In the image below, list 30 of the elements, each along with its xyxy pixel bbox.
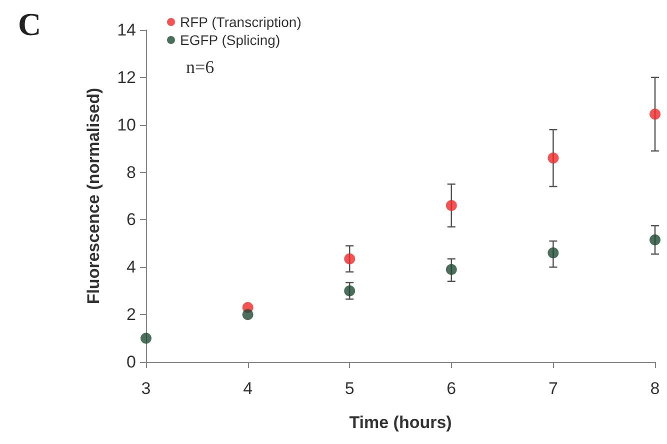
point [650, 108, 660, 120]
x-tick-label: 4 [243, 379, 253, 398]
point [446, 264, 457, 276]
point [548, 247, 559, 258]
point [446, 200, 457, 211]
point [344, 285, 356, 296]
y-tick-label: 10 [117, 115, 136, 134]
x-tick-label: 6 [446, 379, 456, 398]
x-axis-title: Time (hours) [349, 413, 452, 432]
text: C [18, 6, 42, 42]
y-axis-title: Fluorescence (normalised) [84, 88, 103, 304]
point [242, 309, 254, 320]
y-tick-label: 2 [126, 305, 136, 324]
point [548, 152, 559, 164]
x-tick-label: 7 [548, 379, 558, 398]
y-tick-label: 12 [117, 68, 136, 87]
y-tick-label: 14 [117, 20, 136, 40]
x-tick-label: 8 [650, 379, 660, 398]
y-tick-label: 8 [126, 162, 136, 182]
point [650, 234, 660, 246]
x-tick-label: 3 [141, 379, 151, 398]
y-tick-label: 0 [126, 352, 136, 372]
y-tick-label: 6 [126, 210, 136, 230]
legend-label: EGFP (Splicing) [180, 32, 280, 48]
annotation: n=6 [186, 57, 214, 77]
point [140, 332, 152, 344]
point [344, 253, 356, 264]
y-tick-label: 4 [126, 258, 136, 277]
x-tick-label: 5 [344, 379, 354, 398]
legend-label: RFP (Transcription) [180, 14, 302, 30]
